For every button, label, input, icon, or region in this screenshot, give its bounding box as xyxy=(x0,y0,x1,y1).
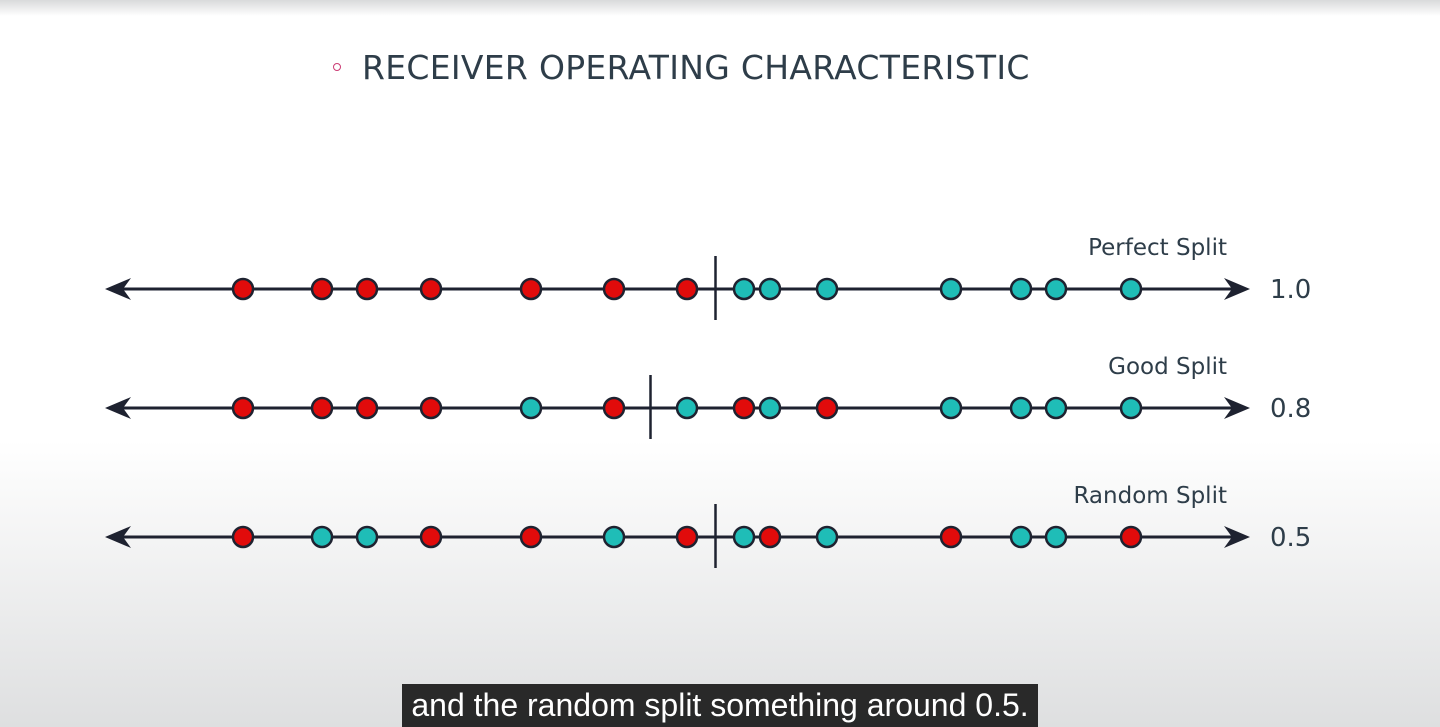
row-1-point-9 xyxy=(758,277,782,301)
row-3-point-10 xyxy=(815,525,839,549)
row-1-point-5 xyxy=(519,277,543,301)
row-1-point-2 xyxy=(310,277,334,301)
row-3-point-8 xyxy=(732,525,756,549)
row-3-score: 0.5 xyxy=(1270,523,1311,553)
row-1-arrow-right-icon xyxy=(1224,278,1250,300)
caption-bar: and the random split something around 0.… xyxy=(0,684,1440,727)
row-3-point-2 xyxy=(310,525,334,549)
row-1-point-6 xyxy=(602,277,626,301)
row-1-label: Perfect Split xyxy=(1088,235,1227,261)
row-1-point-11 xyxy=(939,277,963,301)
row-1-point-14 xyxy=(1119,277,1143,301)
row-2-point-10 xyxy=(815,396,839,420)
row-2-point-6 xyxy=(602,396,626,420)
slide-title-row: RECEIVER OPERATING CHARACTERISTIC xyxy=(333,42,1030,92)
row-1-point-1 xyxy=(231,277,255,301)
row-3-arrow-left-icon xyxy=(105,526,131,548)
row-2-point-14 xyxy=(1119,396,1143,420)
row-1-point-8 xyxy=(732,277,756,301)
row-2-point-12 xyxy=(1009,396,1033,420)
row-2-point-13 xyxy=(1044,396,1068,420)
row-2-point-9 xyxy=(758,396,782,420)
row-3-arrow-right-icon xyxy=(1224,526,1250,548)
row-3-point-1 xyxy=(231,525,255,549)
row-2-arrow-left-icon xyxy=(105,397,131,419)
row-3-point-5 xyxy=(519,525,543,549)
row-2-point-8 xyxy=(732,396,756,420)
row-2-point-7 xyxy=(675,396,699,420)
row-1-point-12 xyxy=(1009,277,1033,301)
row-1-point-3 xyxy=(355,277,379,301)
row-3-point-7 xyxy=(675,525,699,549)
row-1-point-7 xyxy=(675,277,699,301)
bullet-icon xyxy=(333,63,341,71)
row-2-point-4 xyxy=(419,396,443,420)
row-2-arrow-right-icon xyxy=(1224,397,1250,419)
row-2-score: 0.8 xyxy=(1270,394,1311,424)
row-1-point-13 xyxy=(1044,277,1068,301)
row-3-point-13 xyxy=(1044,525,1068,549)
row-3-point-9 xyxy=(758,525,782,549)
row-2-point-5 xyxy=(519,396,543,420)
row-3-point-3 xyxy=(355,525,379,549)
row-3-point-12 xyxy=(1009,525,1033,549)
row-3-point-14 xyxy=(1119,525,1143,549)
row-1-arrow-left-icon xyxy=(105,278,131,300)
row-3-point-11 xyxy=(939,525,963,549)
row-2-point-2 xyxy=(310,396,334,420)
row-1-point-4 xyxy=(419,277,443,301)
row-1-score: 1.0 xyxy=(1270,275,1311,305)
row-2-point-3 xyxy=(355,396,379,420)
row-2-label: Good Split xyxy=(1108,354,1227,380)
row-3-point-4 xyxy=(419,525,443,549)
caption-text: and the random split something around 0.… xyxy=(402,684,1038,727)
slide-title: RECEIVER OPERATING CHARACTERISTIC xyxy=(362,47,1030,87)
row-2-point-11 xyxy=(939,396,963,420)
row-1-point-10 xyxy=(815,277,839,301)
row-3-label: Random Split xyxy=(1073,483,1227,509)
row-3-point-6 xyxy=(602,525,626,549)
row-2-point-1 xyxy=(231,396,255,420)
